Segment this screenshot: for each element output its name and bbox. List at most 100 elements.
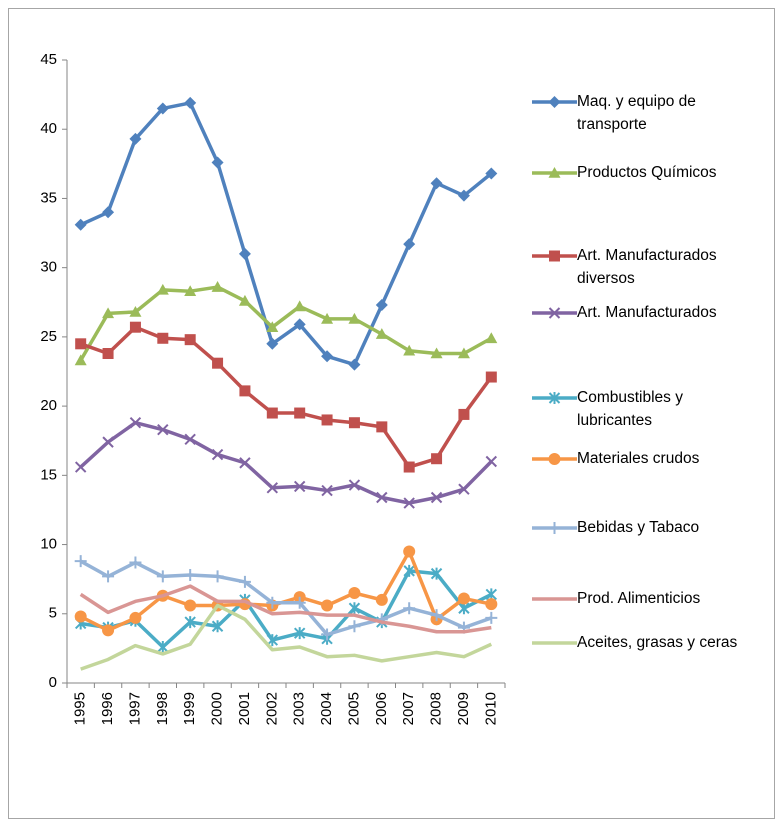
x-tick-label: 1997 — [126, 692, 143, 725]
legend-label: Productos Químicos — [577, 164, 717, 181]
legend-item — [532, 167, 577, 178]
y-tick-label: 40 — [40, 120, 57, 137]
y-tick-label: 0 — [49, 674, 57, 691]
marker — [75, 338, 87, 350]
marker — [293, 480, 306, 493]
marker — [403, 497, 415, 509]
marker — [266, 321, 279, 332]
marker — [211, 281, 224, 292]
x-tick-label: 2010 — [482, 692, 499, 725]
series-line — [80, 603, 493, 671]
marker — [74, 218, 87, 231]
marker — [548, 96, 561, 108]
marker — [266, 634, 279, 647]
marker — [403, 545, 416, 558]
marker — [403, 602, 416, 615]
legend-item — [532, 453, 577, 465]
marker — [485, 371, 497, 383]
y-tick-label: 30 — [40, 259, 57, 276]
x-tick-label: 2003 — [291, 692, 308, 725]
marker — [430, 347, 443, 359]
marker — [485, 167, 498, 180]
marker — [211, 620, 224, 633]
marker — [129, 417, 142, 429]
y-tick-label: 45 — [40, 51, 57, 68]
marker — [102, 348, 114, 360]
marker — [184, 334, 196, 346]
marker — [238, 294, 251, 306]
marker — [74, 354, 87, 366]
marker — [266, 407, 278, 419]
legend-label: Combustibles y lubricantes — [577, 389, 683, 429]
legend-label: Materiales crudos — [577, 450, 700, 467]
marker — [457, 592, 470, 605]
y-tick-label: 5 — [49, 605, 57, 622]
marker — [129, 321, 141, 333]
series-line — [80, 569, 493, 649]
x-tick-label: 2005 — [345, 692, 362, 725]
marker — [321, 312, 334, 324]
marker — [184, 569, 197, 582]
legend-label: Art. Manufacturados diversos — [577, 247, 717, 287]
y-tick-label: 10 — [40, 536, 57, 553]
legend-label: Aceites, grasas y ceras — [577, 634, 738, 651]
series-line — [79, 420, 493, 505]
legend-label: Prod. Alimenticios — [577, 590, 701, 607]
marker — [403, 238, 416, 251]
marker — [293, 300, 306, 312]
x-tick-label: 2007 — [400, 692, 417, 725]
legend-label: Bebidas y Tabaco — [577, 519, 700, 536]
marker — [156, 102, 169, 115]
marker — [74, 610, 87, 623]
x-tick-label: 1998 — [154, 692, 171, 725]
marker — [485, 455, 498, 468]
series-line — [79, 549, 492, 633]
x-tick-label: 1999 — [181, 692, 198, 725]
marker — [266, 596, 279, 609]
marker — [211, 156, 224, 169]
series-line — [79, 584, 492, 634]
marker — [212, 357, 224, 369]
marker — [348, 602, 361, 615]
marker — [102, 206, 115, 219]
legend-item — [532, 307, 577, 319]
legend-label: Art. Manufacturados — [577, 304, 717, 321]
marker — [129, 305, 142, 317]
series-line — [80, 325, 493, 469]
legend-item — [532, 96, 577, 108]
marker — [102, 624, 115, 637]
marker — [293, 627, 306, 640]
marker — [293, 318, 306, 331]
marker — [548, 307, 561, 319]
marker — [74, 555, 87, 568]
y-tick-label: 25 — [40, 328, 57, 345]
x-tick-label: 2006 — [373, 692, 390, 725]
marker — [485, 332, 498, 344]
marker — [293, 596, 306, 609]
marker — [321, 628, 334, 641]
marker — [549, 250, 560, 262]
marker — [211, 570, 224, 583]
marker — [129, 132, 142, 145]
marker — [375, 328, 388, 339]
marker — [375, 299, 388, 312]
marker — [321, 484, 333, 497]
marker — [157, 423, 169, 436]
legend-item — [532, 522, 577, 534]
series-line — [79, 559, 492, 637]
x-tick-label: 2001 — [236, 692, 253, 725]
marker — [184, 599, 197, 612]
marker — [548, 453, 561, 465]
marker — [348, 358, 361, 371]
marker — [129, 556, 142, 569]
marker — [457, 347, 470, 359]
marker — [184, 285, 197, 297]
marker — [238, 247, 251, 260]
marker — [403, 344, 416, 356]
marker — [403, 564, 415, 577]
marker — [102, 436, 114, 448]
y-tick-label: 35 — [40, 189, 57, 206]
marker — [156, 570, 169, 583]
series-line — [79, 285, 493, 362]
